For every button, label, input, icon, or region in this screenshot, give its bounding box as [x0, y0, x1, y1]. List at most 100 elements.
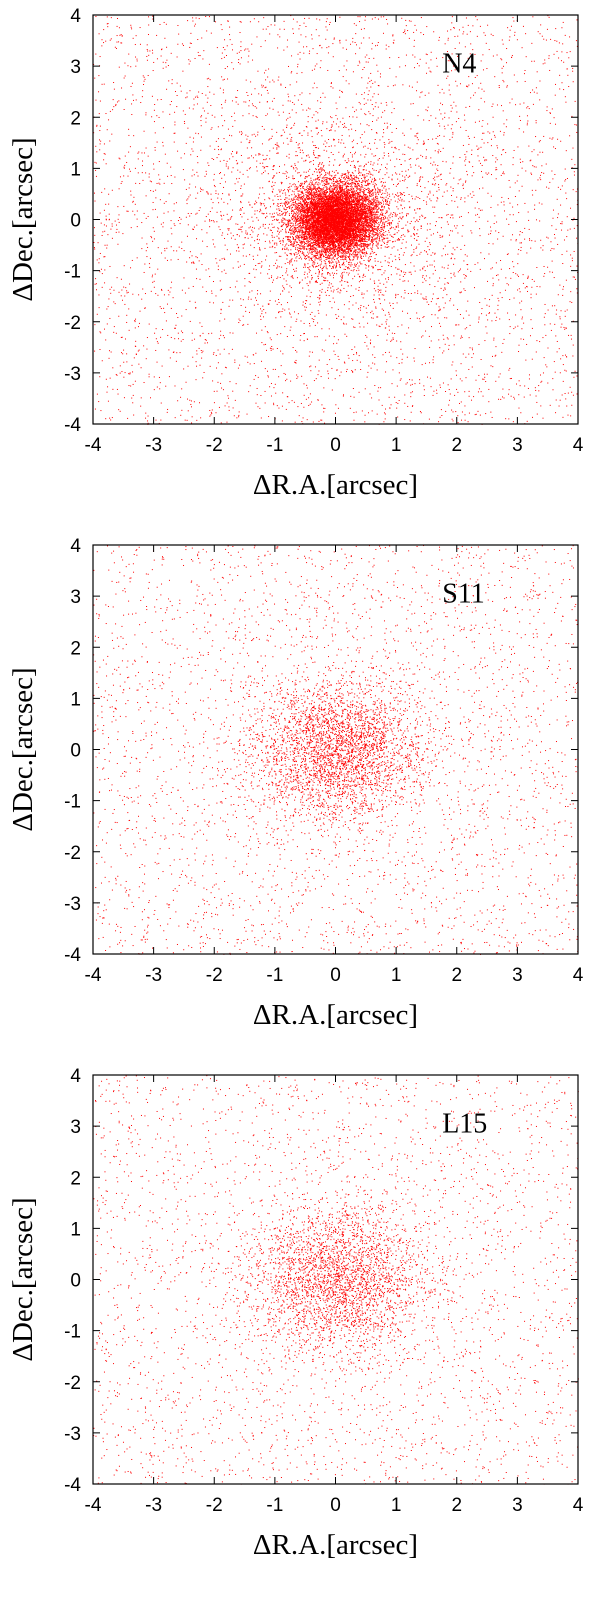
data-point — [322, 192, 323, 193]
data-point — [364, 177, 365, 178]
data-point — [375, 232, 376, 233]
data-point — [322, 168, 323, 169]
data-point — [286, 243, 287, 244]
data-point — [317, 195, 318, 196]
data-point — [296, 268, 297, 269]
data-point — [355, 245, 356, 246]
data-point — [335, 192, 336, 193]
data-point — [381, 231, 382, 232]
data-point — [299, 216, 300, 217]
data-point — [370, 210, 371, 211]
data-point — [299, 205, 300, 206]
data-point — [339, 256, 340, 257]
data-point — [348, 190, 349, 191]
data-point — [383, 201, 384, 202]
data-point — [349, 258, 350, 259]
data-point — [349, 246, 350, 247]
data-point — [349, 264, 350, 265]
data-point — [293, 167, 294, 168]
data-point — [346, 175, 347, 176]
data-point — [398, 183, 399, 184]
data-point — [286, 236, 287, 237]
data-point — [302, 235, 303, 236]
data-point — [328, 258, 329, 259]
data-point — [291, 186, 292, 187]
data-point — [293, 234, 294, 235]
data-point — [358, 173, 359, 174]
data-point — [377, 191, 378, 192]
data-point — [326, 247, 327, 248]
data-point — [319, 258, 320, 259]
data-point — [305, 194, 306, 195]
data-point — [363, 198, 364, 199]
data-point — [269, 213, 270, 214]
data-point — [347, 172, 348, 173]
data-point — [298, 229, 299, 230]
data-point — [329, 172, 330, 173]
data-point — [291, 234, 292, 235]
data-point — [370, 259, 371, 260]
data-point — [349, 243, 350, 244]
data-point — [308, 188, 309, 189]
data-point — [367, 248, 368, 249]
data-point — [347, 251, 348, 252]
data-point — [358, 183, 359, 184]
data-point — [347, 170, 348, 171]
data-point — [280, 231, 281, 232]
data-point — [363, 221, 364, 222]
data-point — [306, 187, 307, 188]
data-point — [347, 243, 348, 244]
data-point — [315, 252, 316, 253]
data-point — [341, 250, 342, 251]
data-point — [283, 224, 284, 225]
data-point — [358, 189, 359, 190]
data-point — [370, 214, 371, 215]
data-point — [347, 268, 348, 269]
data-point — [389, 232, 390, 233]
data-point — [388, 246, 389, 247]
data-point — [294, 220, 295, 221]
data-point — [383, 217, 384, 218]
data-point — [380, 218, 381, 219]
data-point — [381, 205, 382, 206]
data-point — [297, 209, 298, 210]
data-point — [372, 195, 373, 196]
data-point — [269, 241, 270, 242]
data-point — [327, 178, 328, 179]
data-point — [276, 244, 277, 245]
data-point — [369, 215, 370, 216]
data-point — [304, 172, 305, 173]
data-point — [361, 227, 362, 228]
data-point — [379, 190, 380, 191]
data-point — [299, 226, 300, 227]
data-point — [345, 266, 346, 267]
data-point — [334, 175, 335, 176]
data-point — [384, 216, 385, 217]
data-point — [361, 178, 362, 179]
data-point — [374, 239, 375, 240]
data-point — [301, 258, 302, 259]
data-point — [365, 181, 366, 182]
data-point — [324, 190, 325, 191]
data-point — [287, 211, 288, 212]
data-point — [294, 186, 295, 187]
data-point — [292, 225, 293, 226]
data-point — [376, 214, 377, 215]
data-point — [387, 225, 388, 226]
data-point — [324, 194, 325, 195]
chart-panel-n4: -4 -3 -2 -1 0 1 2 3 4-4-3-2-101234ΔR.A.[arcsec]Δ… — [7, 6, 584, 501]
data-point — [294, 271, 295, 272]
data-point — [364, 222, 365, 223]
data-point — [295, 229, 296, 230]
data-point — [304, 190, 305, 191]
data-point — [357, 257, 358, 258]
data-point — [302, 193, 303, 194]
data-point — [366, 170, 367, 171]
data-point — [342, 173, 343, 174]
data-point — [333, 250, 334, 251]
data-point — [390, 213, 391, 214]
data-point — [334, 195, 335, 196]
data-point — [348, 262, 349, 263]
data-point — [283, 218, 284, 219]
